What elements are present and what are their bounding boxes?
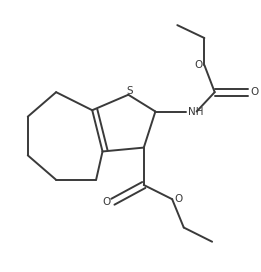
Text: NH: NH xyxy=(188,107,203,116)
Text: O: O xyxy=(103,197,111,207)
Text: O: O xyxy=(174,194,182,204)
Text: O: O xyxy=(250,87,259,97)
Text: S: S xyxy=(126,86,133,96)
Text: O: O xyxy=(194,60,202,70)
